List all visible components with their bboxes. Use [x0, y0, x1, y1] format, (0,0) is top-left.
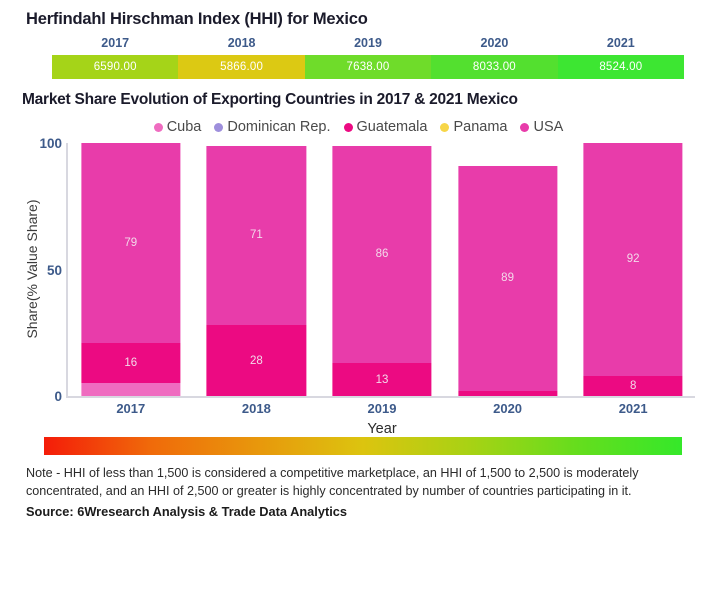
y-tick-0: 0 — [54, 389, 62, 404]
stacked-bar-2021[interactable]: 8 92 — [583, 143, 683, 396]
legend-marker-icon — [520, 122, 530, 132]
legend-item-cuba[interactable]: Cuba — [153, 119, 202, 135]
bar-group-2020: 89 — [445, 143, 571, 396]
bar-segment-usa-2020: 89 — [457, 165, 558, 391]
hhi-title: Herfindahl Hirschman Index (HHI) for Mex… — [26, 10, 368, 28]
bar-segment-usa-2021: 92 — [583, 143, 683, 376]
footer-note: Note - HHI of less than 1,500 is conside… — [26, 466, 639, 498]
x-tick-2017: 2017 — [116, 401, 146, 416]
hhi-year-2017: 2017 — [101, 36, 130, 50]
y-tick-100: 100 — [39, 136, 62, 151]
hhi-year-2020: 2020 — [480, 36, 509, 50]
bar-segment-cuba-2017 — [81, 383, 181, 396]
y-tick-50: 50 — [46, 262, 62, 278]
bar-segment-usa-2017: 79 — [81, 143, 181, 343]
bar-segment-usa-2019: 86 — [332, 145, 432, 364]
legend-marker-icon — [343, 122, 353, 132]
legend-item-panama[interactable]: Panama — [440, 119, 507, 135]
market-share-section: Market Share Evolution of Exporting Coun… — [0, 79, 707, 437]
x-axis-line — [66, 396, 695, 398]
bar-group-2019: 13 86 — [319, 143, 445, 396]
stacked-bars: 16 79 28 71 13 86 89 8 92 — [68, 143, 696, 396]
x-tick-2019: 2019 — [367, 401, 397, 416]
hhi-value-segment-2020: 8033.00 — [431, 55, 558, 79]
bar-segment-guatemala-2019: 13 — [332, 363, 432, 396]
market-share-title: Market Share Evolution of Exporting Coun… — [22, 91, 518, 108]
bar-segment-guatemala-2020 — [457, 390, 558, 396]
legend-item-label: Cuba — [166, 119, 202, 135]
legend-item-dominican-rep[interactable]: Dominican Rep. — [214, 119, 331, 135]
bar-segment-guatemala-2018: 28 — [206, 325, 306, 396]
x-axis-label: Year — [367, 421, 397, 437]
stacked-bar-2019[interactable]: 13 86 — [332, 145, 432, 396]
legend-item-label: Panama — [453, 119, 508, 135]
chart-legend: Cuba Dominican Rep. Guatemala Panama USA — [0, 119, 707, 135]
x-tick-2020: 2020 — [493, 401, 523, 416]
x-tick-2018: 2018 — [241, 401, 271, 416]
bar-segment-guatemala-2017: 16 — [81, 342, 181, 384]
stacked-bar-2017[interactable]: 16 79 — [81, 143, 181, 396]
y-axis-line — [66, 143, 68, 398]
hhi-gradient-scale — [44, 437, 682, 455]
bar-segment-guatemala-2021: 8 — [583, 375, 683, 396]
hhi-section: Herfindahl Hirschman Index (HHI) for Mex… — [0, 0, 707, 79]
x-tick-2021: 2021 — [618, 401, 648, 416]
legend-item-guatemala[interactable]: Guatemala — [343, 119, 428, 135]
hhi-value-segment-2018: 5866.00 — [178, 55, 305, 79]
hhi-year-2018: 2018 — [227, 36, 256, 50]
legend-marker-icon — [440, 122, 450, 132]
legend-item-label: Guatemala — [356, 119, 428, 135]
legend-marker-icon — [153, 122, 163, 132]
legend-item-usa[interactable]: USA — [520, 119, 563, 135]
hhi-value-segment-2017: 6590.00 — [52, 55, 179, 79]
bar-group-2017: 16 79 — [68, 143, 194, 396]
legend-marker-icon — [214, 122, 224, 132]
hhi-value-bar: 6590.00 5866.00 7638.00 8033.00 8524.00 — [52, 55, 685, 79]
hhi-value-segment-2021: 8524.00 — [557, 55, 685, 79]
y-axis-ticks: 0 50 100 — [14, 137, 62, 403]
stacked-bar-2018[interactable]: 28 71 — [206, 145, 306, 396]
hhi-value-segment-2019: 7638.00 — [304, 55, 432, 79]
chart-plot-area: Share(% Value Share) 0 50 100 16 79 28 71 13 86… — [0, 137, 707, 437]
footer-source: Source: 6Wresearch Analysis & Trade Data… — [26, 503, 348, 519]
legend-item-label: USA — [533, 119, 564, 135]
hhi-year-2021: 2021 — [606, 36, 635, 50]
x-axis-ticks: 2017 2018 2019 2020 2021 — [68, 401, 696, 416]
bar-group-2021: 8 92 — [570, 143, 696, 396]
bar-group-2018: 28 71 — [194, 143, 320, 396]
hhi-year-header-row: 2017 2018 2019 2020 2021 — [52, 36, 684, 50]
stacked-bar-2020[interactable]: 89 — [457, 165, 558, 396]
bar-segment-usa-2018: 71 — [206, 145, 306, 326]
legend-item-label: Dominican Rep. — [227, 119, 331, 135]
hhi-year-2019: 2019 — [354, 36, 382, 50]
